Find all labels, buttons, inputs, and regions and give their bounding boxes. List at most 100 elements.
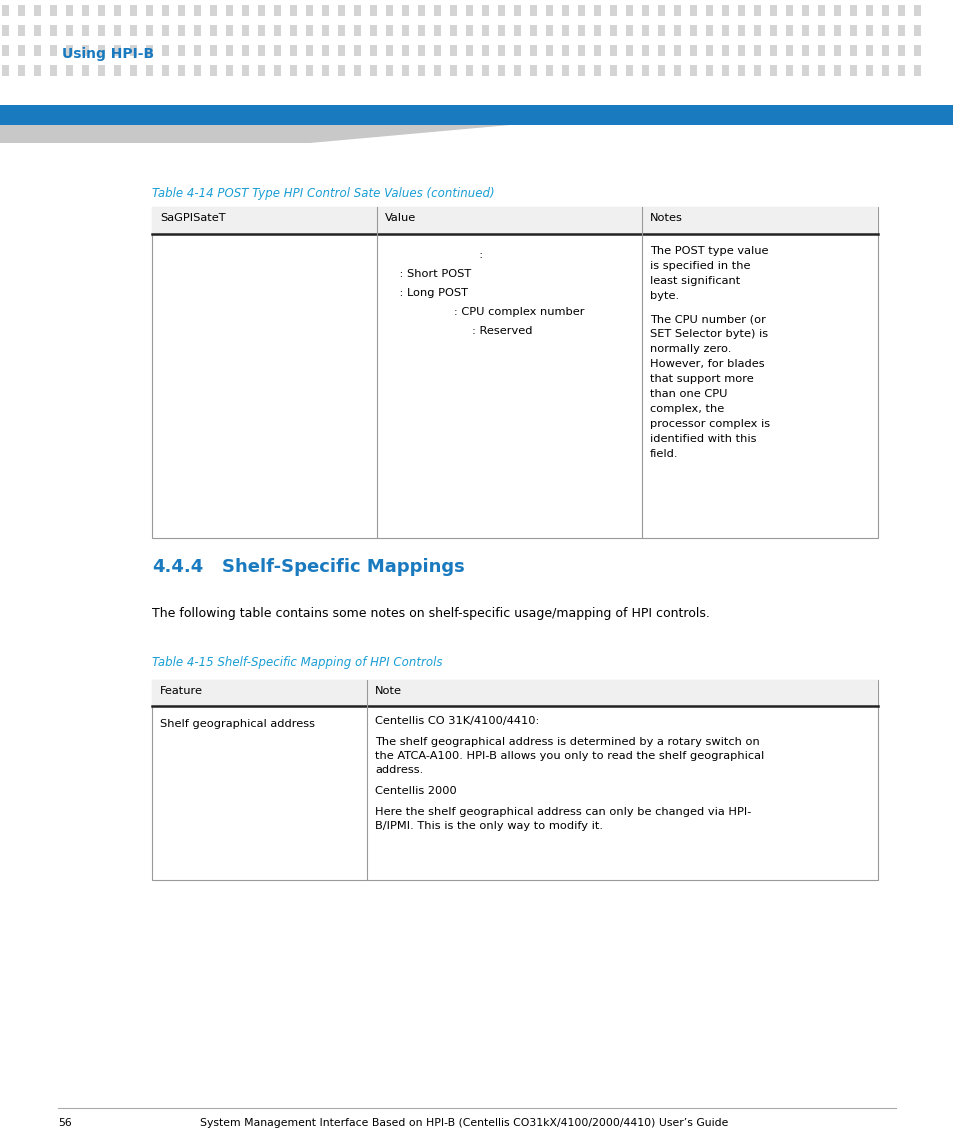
Bar bbox=[705, 45, 712, 56]
Bar bbox=[210, 5, 216, 16]
Bar bbox=[514, 45, 520, 56]
Bar bbox=[146, 25, 152, 35]
Text: : Long POST: : Long POST bbox=[385, 289, 468, 298]
Text: that support more: that support more bbox=[649, 374, 753, 384]
Bar bbox=[897, 45, 904, 56]
Bar bbox=[18, 5, 25, 16]
Bar bbox=[594, 25, 600, 35]
Bar bbox=[130, 5, 137, 16]
Bar bbox=[242, 65, 249, 76]
Bar bbox=[530, 65, 537, 76]
Bar bbox=[450, 65, 456, 76]
Bar bbox=[865, 25, 872, 35]
Bar bbox=[833, 45, 841, 56]
Bar bbox=[738, 65, 744, 76]
Bar bbox=[98, 5, 105, 16]
Bar bbox=[178, 25, 185, 35]
Bar bbox=[146, 45, 152, 56]
Bar bbox=[801, 65, 808, 76]
Bar bbox=[833, 25, 841, 35]
Bar bbox=[545, 45, 553, 56]
Bar bbox=[322, 45, 329, 56]
Bar bbox=[178, 65, 185, 76]
Bar bbox=[274, 45, 281, 56]
Bar bbox=[849, 65, 856, 76]
Bar bbox=[561, 45, 568, 56]
Bar bbox=[386, 5, 393, 16]
Bar bbox=[481, 5, 489, 16]
Bar bbox=[753, 5, 760, 16]
Text: identified with this: identified with this bbox=[649, 434, 756, 444]
Bar bbox=[594, 45, 600, 56]
Text: Table 4-14 POST Type HPI Control Sate Values (continued): Table 4-14 POST Type HPI Control Sate Va… bbox=[152, 187, 494, 200]
Bar bbox=[146, 5, 152, 16]
Bar bbox=[337, 45, 345, 56]
Bar bbox=[401, 65, 409, 76]
Text: byte.: byte. bbox=[649, 291, 679, 301]
Bar bbox=[434, 25, 440, 35]
Bar bbox=[322, 65, 329, 76]
Bar bbox=[242, 25, 249, 35]
Bar bbox=[801, 25, 808, 35]
Bar bbox=[306, 45, 313, 56]
Bar bbox=[130, 45, 137, 56]
Text: Table 4-15 Shelf-Specific Mapping of HPI Controls: Table 4-15 Shelf-Specific Mapping of HPI… bbox=[152, 656, 442, 669]
Text: than one CPU: than one CPU bbox=[649, 389, 727, 398]
Bar bbox=[594, 5, 600, 16]
Bar bbox=[897, 65, 904, 76]
Bar bbox=[386, 45, 393, 56]
Bar bbox=[738, 5, 744, 16]
Text: is specified in the: is specified in the bbox=[649, 261, 750, 271]
Bar bbox=[705, 25, 712, 35]
Bar bbox=[481, 65, 489, 76]
Bar bbox=[210, 45, 216, 56]
Text: : CPU complex number: : CPU complex number bbox=[385, 307, 584, 317]
Bar bbox=[865, 65, 872, 76]
Bar bbox=[337, 5, 345, 16]
Text: Centellis 2000: Centellis 2000 bbox=[375, 785, 456, 796]
Bar bbox=[465, 45, 473, 56]
Text: SaGPISateT: SaGPISateT bbox=[160, 213, 226, 223]
Text: least significant: least significant bbox=[649, 276, 740, 286]
Bar bbox=[82, 45, 89, 56]
Bar bbox=[545, 65, 553, 76]
Bar bbox=[66, 45, 73, 56]
Bar bbox=[658, 25, 664, 35]
Bar bbox=[2, 65, 9, 76]
Bar bbox=[290, 5, 296, 16]
Bar bbox=[370, 5, 376, 16]
Bar bbox=[306, 5, 313, 16]
Bar bbox=[226, 25, 233, 35]
Bar bbox=[817, 45, 824, 56]
Bar bbox=[226, 65, 233, 76]
Bar bbox=[882, 5, 888, 16]
Bar bbox=[34, 65, 41, 76]
Bar bbox=[865, 5, 872, 16]
Bar bbox=[514, 65, 520, 76]
Bar bbox=[897, 5, 904, 16]
Bar bbox=[785, 5, 792, 16]
Bar bbox=[152, 207, 877, 234]
Bar bbox=[689, 25, 697, 35]
Bar bbox=[801, 45, 808, 56]
Bar bbox=[882, 65, 888, 76]
Bar bbox=[322, 25, 329, 35]
Text: : Short POST: : Short POST bbox=[385, 269, 471, 279]
Bar bbox=[2, 5, 9, 16]
Bar bbox=[481, 25, 489, 35]
Text: SET Selector byte) is: SET Selector byte) is bbox=[649, 329, 767, 339]
Bar bbox=[769, 45, 776, 56]
Bar bbox=[98, 25, 105, 35]
Bar bbox=[401, 5, 409, 16]
Bar bbox=[34, 25, 41, 35]
Bar bbox=[98, 65, 105, 76]
Text: The shelf geographical address is determined by a rotary switch on: The shelf geographical address is determ… bbox=[375, 737, 759, 747]
Bar bbox=[193, 5, 201, 16]
Bar bbox=[113, 45, 121, 56]
Bar bbox=[465, 25, 473, 35]
Bar bbox=[561, 25, 568, 35]
Bar bbox=[113, 5, 121, 16]
Bar bbox=[801, 5, 808, 16]
Bar bbox=[897, 25, 904, 35]
Bar bbox=[242, 45, 249, 56]
